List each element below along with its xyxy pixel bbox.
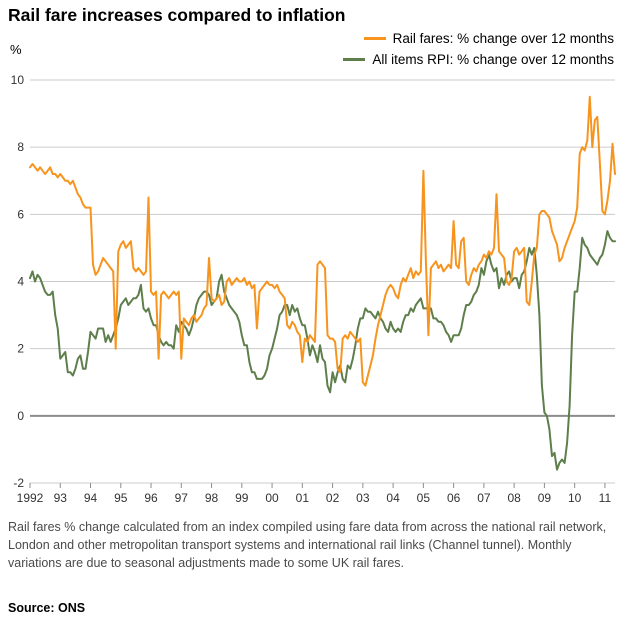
chart-area: -2 0 2 4 6 8 10 1992 93 94 95 96 97 98 99 00 01 02 03 04 05 0… xyxy=(0,68,624,513)
legend-label-rail-fares: Rail fares: % change over 12 months xyxy=(392,31,614,46)
y-axis-unit-label: % xyxy=(10,42,22,57)
svg-text:07: 07 xyxy=(477,491,491,505)
svg-text:98: 98 xyxy=(205,491,219,505)
svg-text:04: 04 xyxy=(386,491,400,505)
chart-footnote: Rail fares % change calculated from an i… xyxy=(8,520,607,570)
svg-text:00: 00 xyxy=(265,491,279,505)
svg-text:97: 97 xyxy=(175,491,189,505)
svg-text:99: 99 xyxy=(235,491,249,505)
legend-label-rpi: All items RPI: % change over 12 months xyxy=(372,52,614,67)
svg-text:03: 03 xyxy=(356,491,370,505)
svg-text:94: 94 xyxy=(84,491,98,505)
svg-text:10: 10 xyxy=(568,491,582,505)
svg-text:02: 02 xyxy=(326,491,340,505)
svg-text:95: 95 xyxy=(114,491,128,505)
svg-text:09: 09 xyxy=(538,491,552,505)
svg-text:-2: -2 xyxy=(13,476,24,490)
svg-text:10: 10 xyxy=(11,73,25,87)
svg-text:96: 96 xyxy=(144,491,158,505)
svg-text:4: 4 xyxy=(17,275,24,289)
page-title: Rail fare increases compared to inflatio… xyxy=(8,5,346,25)
svg-text:05: 05 xyxy=(417,491,431,505)
svg-text:06: 06 xyxy=(447,491,461,505)
svg-text:08: 08 xyxy=(507,491,521,505)
rpi-line-icon xyxy=(343,58,366,61)
svg-text:0: 0 xyxy=(17,409,24,423)
svg-text:6: 6 xyxy=(17,207,24,221)
svg-text:93: 93 xyxy=(54,491,68,505)
legend-item-rpi: All items RPI: % change over 12 months xyxy=(343,52,614,67)
legend-item-rail-fares: Rail fares: % change over 12 months xyxy=(363,31,614,46)
svg-text:2: 2 xyxy=(17,342,24,356)
source-label: Source: ONS xyxy=(8,601,86,615)
rail-fares-line-icon xyxy=(363,37,386,40)
svg-text:01: 01 xyxy=(296,491,310,505)
chart-legend: Rail fares: % change over 12 months All … xyxy=(343,31,614,67)
svg-text:1992: 1992 xyxy=(17,491,44,505)
svg-text:8: 8 xyxy=(17,140,24,154)
svg-text:11: 11 xyxy=(599,491,612,505)
